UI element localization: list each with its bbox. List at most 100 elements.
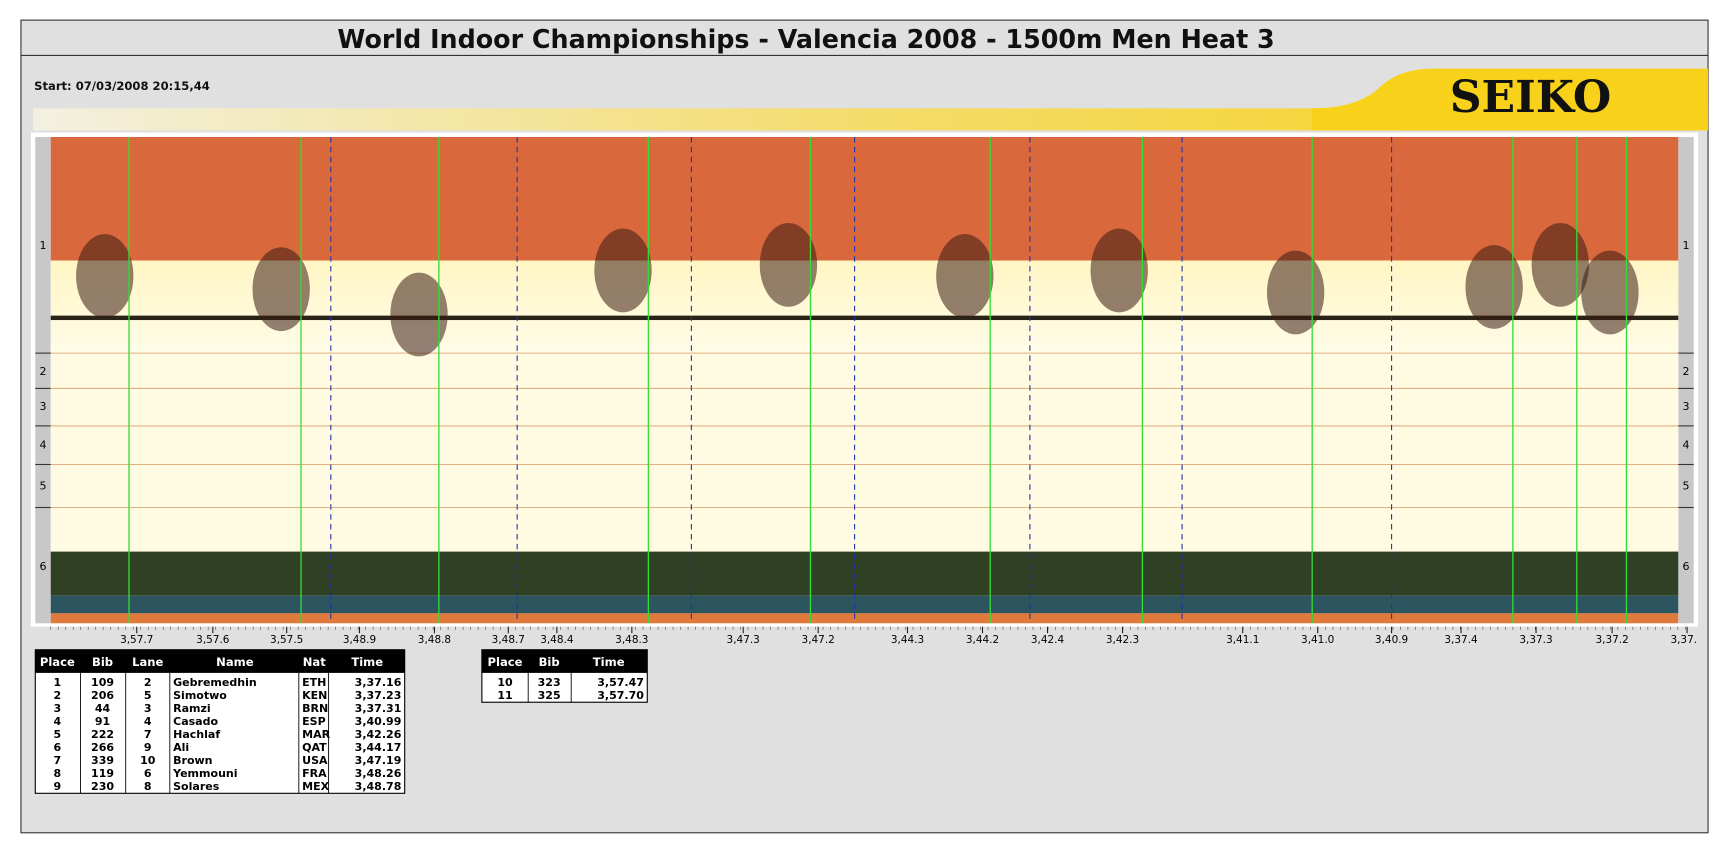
cell: 5 <box>144 689 152 702</box>
cell: 10 <box>140 754 156 767</box>
cell: 222 <box>91 728 114 741</box>
cell: 9 <box>54 780 62 793</box>
cell: 3,37.23 <box>355 689 402 702</box>
time-label: 3,37.3 <box>1519 634 1552 646</box>
runner <box>390 272 448 357</box>
lane-label: 3 <box>39 400 46 413</box>
cell: 339 <box>91 754 114 767</box>
time-label: 3,48.9 <box>343 634 376 646</box>
time-label: 3,37.1 <box>1670 634 1703 646</box>
cell: 266 <box>91 741 114 754</box>
cell: 3,48.26 <box>355 767 402 780</box>
time-label: 3,40.9 <box>1375 634 1408 646</box>
lane-label: 5 <box>39 480 46 493</box>
cell: 323 <box>538 676 561 689</box>
cell: ETH <box>302 676 326 689</box>
cell: MAR <box>302 728 330 741</box>
infield-band-2 <box>50 595 1679 614</box>
time-label: 3,37.2 <box>1595 634 1628 646</box>
time-label: 3,57.5 <box>270 634 303 646</box>
time-label: 3,47.3 <box>727 634 760 646</box>
time-label: 3,41.1 <box>1226 634 1259 646</box>
cell: 7 <box>54 754 62 767</box>
runner <box>936 234 994 318</box>
runner <box>252 247 310 332</box>
time-label: 3,48.4 <box>540 634 574 646</box>
cell: Yemmouni <box>172 767 237 780</box>
cell: 1 <box>54 676 62 689</box>
column-header: Nat <box>303 655 326 669</box>
cell: BRN <box>302 702 328 715</box>
cell: 4 <box>54 715 62 728</box>
cell: 3,57.70 <box>597 689 644 702</box>
time-label: 3,47.2 <box>802 634 835 646</box>
cell: 3 <box>54 702 62 715</box>
cell: 6 <box>54 741 62 754</box>
cell: 119 <box>91 767 114 780</box>
cell: FRA <box>302 767 327 780</box>
cell: 8 <box>144 780 152 793</box>
cell: Gebremedhin <box>173 676 257 689</box>
cell: Ali <box>173 741 189 754</box>
time-label: 3,57.7 <box>120 634 153 646</box>
runner <box>1266 250 1325 335</box>
cell: 44 <box>95 702 111 715</box>
cell: 206 <box>91 689 114 702</box>
cell: Casado <box>173 715 218 728</box>
cell: 9 <box>144 741 152 754</box>
cell: QAT <box>302 741 327 754</box>
cell: 7 <box>144 728 152 741</box>
rail-line <box>50 315 1679 321</box>
runner <box>1581 250 1639 335</box>
cell: KEN <box>302 689 327 702</box>
lane-label: 2 <box>39 365 46 378</box>
cell: ESP <box>302 715 326 728</box>
runner <box>759 223 818 307</box>
cell: 5 <box>54 728 62 741</box>
runner <box>76 234 134 318</box>
column-header: Bib <box>92 655 113 669</box>
cell: 3,57.47 <box>597 676 644 689</box>
lane-label: 4 <box>39 439 46 452</box>
finish-image <box>50 136 1679 624</box>
cell: 3,40.99 <box>355 715 402 728</box>
infield-band <box>50 551 1679 596</box>
sponsor-panel <box>1312 68 1709 131</box>
cell: Solares <box>173 780 220 793</box>
cell: 10 <box>497 676 513 689</box>
cell: 3 <box>144 702 152 715</box>
cell: Simotwo <box>173 689 227 702</box>
cell: MEX <box>302 780 329 793</box>
lane-label: 2 <box>1682 365 1689 378</box>
time-label: 3,48.7 <box>492 634 525 646</box>
lane-label: 1 <box>1682 239 1689 252</box>
start-time: Start: 07/03/2008 20:15,44 <box>34 79 210 93</box>
lane-strip-right <box>1678 136 1694 624</box>
cell: 3,47.19 <box>355 754 402 767</box>
title: World Indoor Championships - Valencia 20… <box>337 24 1274 54</box>
time-label: 3,42.3 <box>1106 634 1139 646</box>
cell: 3,42.26 <box>355 728 402 741</box>
runner <box>594 228 652 313</box>
cell: 4 <box>144 715 152 728</box>
column-header: Name <box>216 655 254 669</box>
column-header: Time <box>593 655 625 669</box>
column-header: Lane <box>132 655 163 669</box>
time-label: 3,57.6 <box>196 634 229 646</box>
cell: 11 <box>497 689 512 702</box>
runner <box>1531 223 1589 307</box>
time-label: 3,42.4 <box>1031 634 1065 646</box>
time-label: 3,37.4 <box>1444 634 1478 646</box>
table-header <box>35 649 405 673</box>
track-band <box>50 260 1679 354</box>
cell: 6 <box>144 767 152 780</box>
lane-label: 5 <box>1682 480 1689 493</box>
cell: 2 <box>144 676 152 689</box>
time-label: 3,48.3 <box>615 634 648 646</box>
cell: 3,48.78 <box>355 780 402 793</box>
lane-label: 3 <box>1682 400 1689 413</box>
time-label: 3,41.0 <box>1301 634 1334 646</box>
cell: 230 <box>91 780 114 793</box>
